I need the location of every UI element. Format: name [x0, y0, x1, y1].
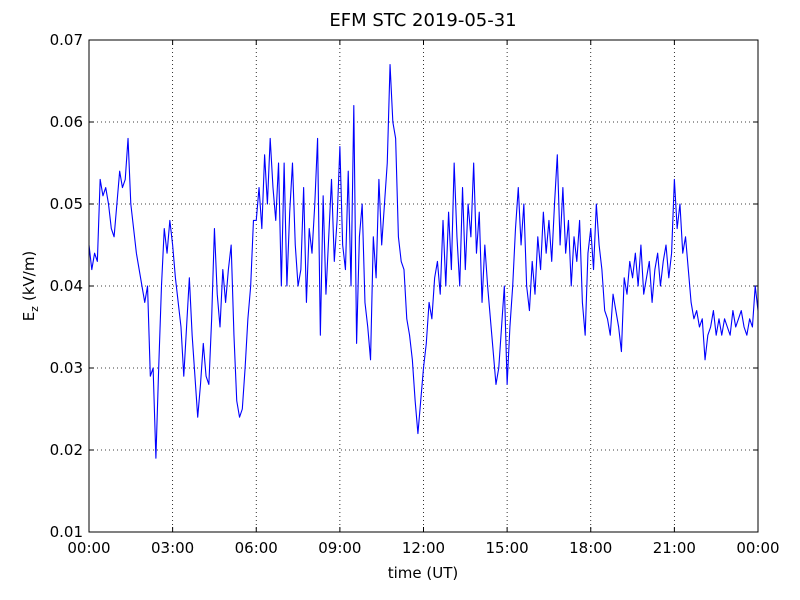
- data-line: [88, 64, 759, 459]
- y-tick-label: 0.03: [50, 359, 83, 377]
- y-axis-label-base: E: [20, 312, 38, 321]
- y-axis-label-sub: z: [28, 306, 41, 312]
- y-tick-label: 0.06: [50, 113, 83, 131]
- x-tick-label: 03:00: [151, 539, 194, 557]
- x-axis-label: time (UT): [388, 564, 459, 582]
- y-tick-label: 0.05: [50, 195, 83, 213]
- x-tick-label: 06:00: [235, 539, 278, 557]
- x-tick-label: 12:00: [402, 539, 445, 557]
- x-tick-label: 09:00: [318, 539, 361, 557]
- y-tick-label: 0.04: [50, 277, 83, 295]
- y-tick-label: 0.01: [50, 523, 83, 541]
- y-axis-label: Ez (kV/m): [20, 251, 41, 322]
- chart-title: EFM STC 2019-05-31: [329, 10, 516, 31]
- x-tick-label: 18:00: [569, 539, 612, 557]
- x-tick-label: 00:00: [736, 539, 779, 557]
- y-tick-label: 0.07: [50, 31, 83, 49]
- y-axis-label-unit: (kV/m): [20, 251, 38, 301]
- plot-frame: [88, 39, 759, 533]
- x-tick-label: 00:00: [67, 539, 110, 557]
- x-tick-label: 21:00: [653, 539, 696, 557]
- x-tick-label: 15:00: [486, 539, 529, 557]
- y-tick-label: 0.02: [50, 441, 83, 459]
